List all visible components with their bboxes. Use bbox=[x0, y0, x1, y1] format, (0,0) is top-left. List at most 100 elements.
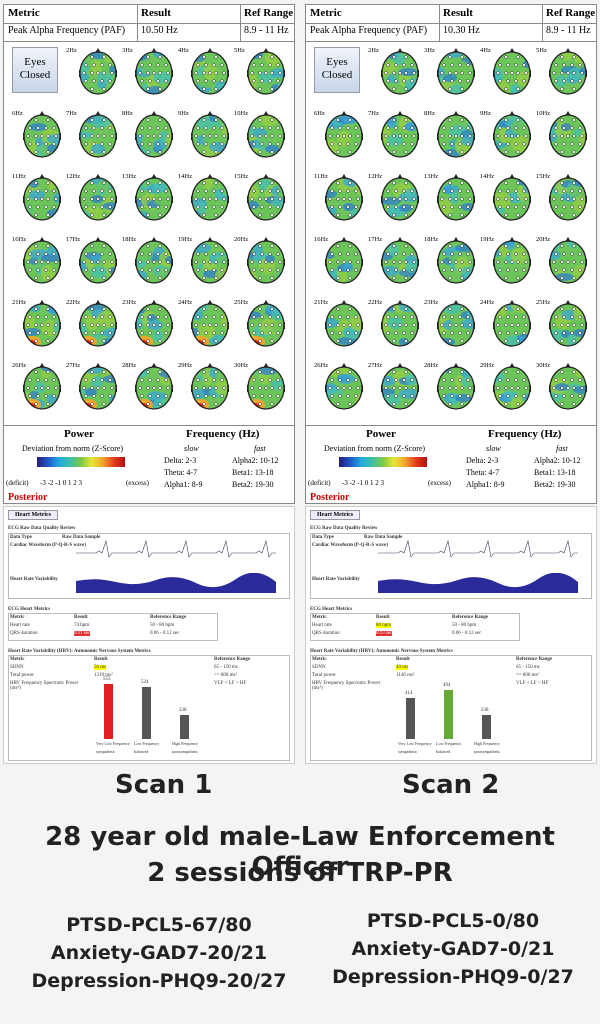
hz-label: 3Hz bbox=[122, 47, 133, 54]
brain-map-8hz bbox=[434, 110, 478, 160]
score-anxiety-before: Anxiety-GAD7-20/21 bbox=[50, 942, 268, 964]
hz-label: 8Hz bbox=[122, 110, 133, 117]
hz-label: 22Hz bbox=[66, 299, 81, 306]
brain-map-28hz bbox=[434, 362, 478, 412]
hz-label: 4Hz bbox=[480, 47, 491, 54]
score-ptsd-before: PTSD-PCL5-67/80 bbox=[66, 914, 252, 936]
scan1-label: Scan 1 bbox=[115, 770, 213, 800]
brain-map-15hz bbox=[244, 173, 288, 223]
brain-map-20hz bbox=[546, 236, 590, 286]
metric-heading: Metric bbox=[310, 7, 342, 19]
brain-map-14hz bbox=[188, 173, 232, 223]
hrv-curve bbox=[76, 573, 276, 593]
hz-label: 6Hz bbox=[12, 110, 23, 117]
brain-map-9hz bbox=[490, 110, 534, 160]
brain-map-5hz bbox=[244, 47, 288, 97]
brain-map-6hz bbox=[20, 110, 64, 160]
brain-map-28hz bbox=[132, 362, 176, 412]
brain-map-26hz bbox=[322, 362, 366, 412]
headline-line2: 2 sessions of TRP-PR bbox=[147, 858, 453, 888]
brain-map-9hz bbox=[188, 110, 232, 160]
brain-map-5hz bbox=[546, 47, 590, 97]
hrv-bar bbox=[444, 690, 453, 739]
hz-label: 5Hz bbox=[234, 47, 245, 54]
brain-map-10hz bbox=[244, 110, 288, 160]
brain-map-19hz bbox=[188, 236, 232, 286]
brain-map-7hz bbox=[378, 110, 422, 160]
hrv-curve bbox=[378, 573, 578, 593]
hz-label: 7Hz bbox=[66, 110, 77, 117]
brain-map-11hz bbox=[20, 173, 64, 223]
hz-label: 2Hz bbox=[66, 47, 77, 54]
hz-label: 5Hz bbox=[536, 47, 547, 54]
hz-label: 8Hz bbox=[424, 110, 435, 117]
hz-label: 4Hz bbox=[178, 47, 189, 54]
brain-map-13hz bbox=[434, 173, 478, 223]
brain-map-7hz bbox=[76, 110, 120, 160]
brain-map-17hz bbox=[76, 236, 120, 286]
hz-label: 28Hz bbox=[424, 362, 439, 369]
hz-label: 23Hz bbox=[122, 299, 137, 306]
hz-label: 3Hz bbox=[424, 47, 435, 54]
hz-label: 16Hz bbox=[314, 236, 329, 243]
power-label: Power bbox=[64, 428, 94, 440]
hrv-bar bbox=[406, 698, 415, 739]
hz-label: 12Hz bbox=[66, 173, 81, 180]
brain-map-20hz bbox=[244, 236, 288, 286]
legend-footer: Power Frequency (Hz) Deviation from norm… bbox=[4, 425, 294, 503]
eyes-closed-label: Eyes Closed bbox=[314, 47, 360, 93]
heart-metrics-scan1: Heart Metrics ECG Raw Data Quality Review… bbox=[3, 506, 295, 764]
brain-map-24hz bbox=[490, 299, 534, 349]
hz-label: 29Hz bbox=[178, 362, 193, 369]
hz-label: 26Hz bbox=[314, 362, 329, 369]
brain-map-23hz bbox=[434, 299, 478, 349]
hrv-bar bbox=[142, 687, 151, 739]
brain-map-4hz bbox=[188, 47, 232, 97]
hz-label: 12Hz bbox=[368, 173, 383, 180]
result-heading: Result bbox=[443, 7, 473, 19]
paf-header: Metric Result Ref Range Peak Alpha Frequ… bbox=[4, 5, 294, 42]
qeeg-report-scan2: Metric Result Ref Range Peak Alpha Frequ… bbox=[305, 4, 597, 504]
brain-map-27hz bbox=[378, 362, 422, 412]
hz-label: 20Hz bbox=[234, 236, 249, 243]
brain-map-26hz bbox=[20, 362, 64, 412]
brain-map-23hz bbox=[132, 299, 176, 349]
heart-metrics-button[interactable]: Heart Metrics bbox=[8, 510, 59, 520]
hz-label: 13Hz bbox=[424, 173, 439, 180]
brain-map-29hz bbox=[188, 362, 232, 412]
frequency-label: Frequency (Hz) bbox=[488, 428, 562, 440]
brain-map-16hz bbox=[322, 236, 366, 286]
brain-map-12hz bbox=[76, 173, 120, 223]
score-anxiety-after: Anxiety-GAD7-0/21 bbox=[351, 938, 555, 960]
zscore-colorbar bbox=[339, 457, 427, 467]
result-heading: Result bbox=[141, 7, 171, 19]
hz-label: 16Hz bbox=[12, 236, 27, 243]
metric-heading: Metric bbox=[8, 7, 40, 19]
hz-label: 9Hz bbox=[178, 110, 189, 117]
hz-label: 25Hz bbox=[234, 299, 249, 306]
brain-map-30hz bbox=[546, 362, 590, 412]
hz-label: 27Hz bbox=[368, 362, 383, 369]
hz-label: 22Hz bbox=[368, 299, 383, 306]
hz-label: 18Hz bbox=[122, 236, 137, 243]
hz-label: 17Hz bbox=[66, 236, 81, 243]
paf-ref: 8.9 - 11 Hz bbox=[546, 25, 591, 36]
hz-label: 11Hz bbox=[314, 173, 328, 180]
hrv-bar bbox=[180, 715, 189, 739]
frequency-label: Frequency (Hz) bbox=[186, 428, 260, 440]
hz-label: 11Hz bbox=[12, 173, 26, 180]
headline-line1: 28 year old male-Law Enforcement Officer bbox=[45, 822, 555, 882]
hz-label: 6Hz bbox=[314, 110, 325, 117]
scan2-label: Scan 2 bbox=[402, 770, 500, 800]
hz-label: 10Hz bbox=[234, 110, 249, 117]
heart-metrics-button[interactable]: Heart Metrics bbox=[310, 510, 361, 520]
paf-result: 10.50 Hz bbox=[141, 25, 178, 36]
brain-map-21hz bbox=[20, 299, 64, 349]
hz-label: 19Hz bbox=[480, 236, 495, 243]
heart-metrics-scan2: Heart Metrics ECG Raw Data Quality Review… bbox=[305, 506, 597, 764]
paf-result: 10.30 Hz bbox=[443, 25, 480, 36]
hz-label: 23Hz bbox=[424, 299, 439, 306]
hz-label: 21Hz bbox=[12, 299, 27, 306]
zscore-colorbar bbox=[37, 457, 125, 467]
posterior-label: Posterior bbox=[310, 492, 350, 503]
